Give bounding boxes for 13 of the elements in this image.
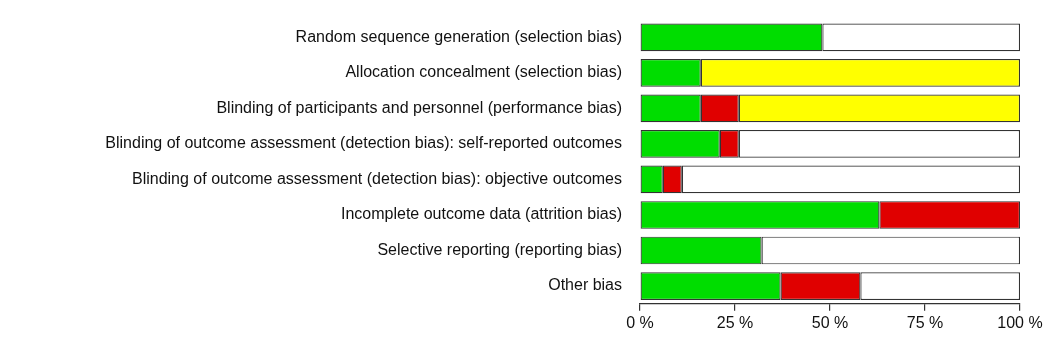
x-tick-label: 50 %	[811, 313, 849, 331]
y-tick-label: Blinding of outcome assessment (detection bias): objective outcomes	[131, 169, 622, 187]
x-tick-label: 0 %	[626, 313, 654, 331]
y-tick-label: Blinding of outcome assessment (detection bias): self-reported outcomes	[105, 134, 622, 152]
x-tick-label: 100 %	[997, 313, 1043, 331]
y-tick-label: Selective reporting (reporting bias)	[377, 240, 622, 258]
y-tick-label: Allocation concealment (selection bias)	[345, 63, 622, 81]
y-tick-label: Random sequence generation (selection bias)	[295, 27, 622, 45]
y-tick-label: Blinding of participants and personnel (performance bias)	[216, 98, 622, 116]
y-tick-label: Incomplete outcome data (attrition bias)	[340, 205, 622, 223]
y-tick-label: Other bias	[548, 276, 622, 294]
x-tick-label: 75 %	[906, 313, 944, 331]
x-tick-label: 25 %	[716, 313, 754, 331]
